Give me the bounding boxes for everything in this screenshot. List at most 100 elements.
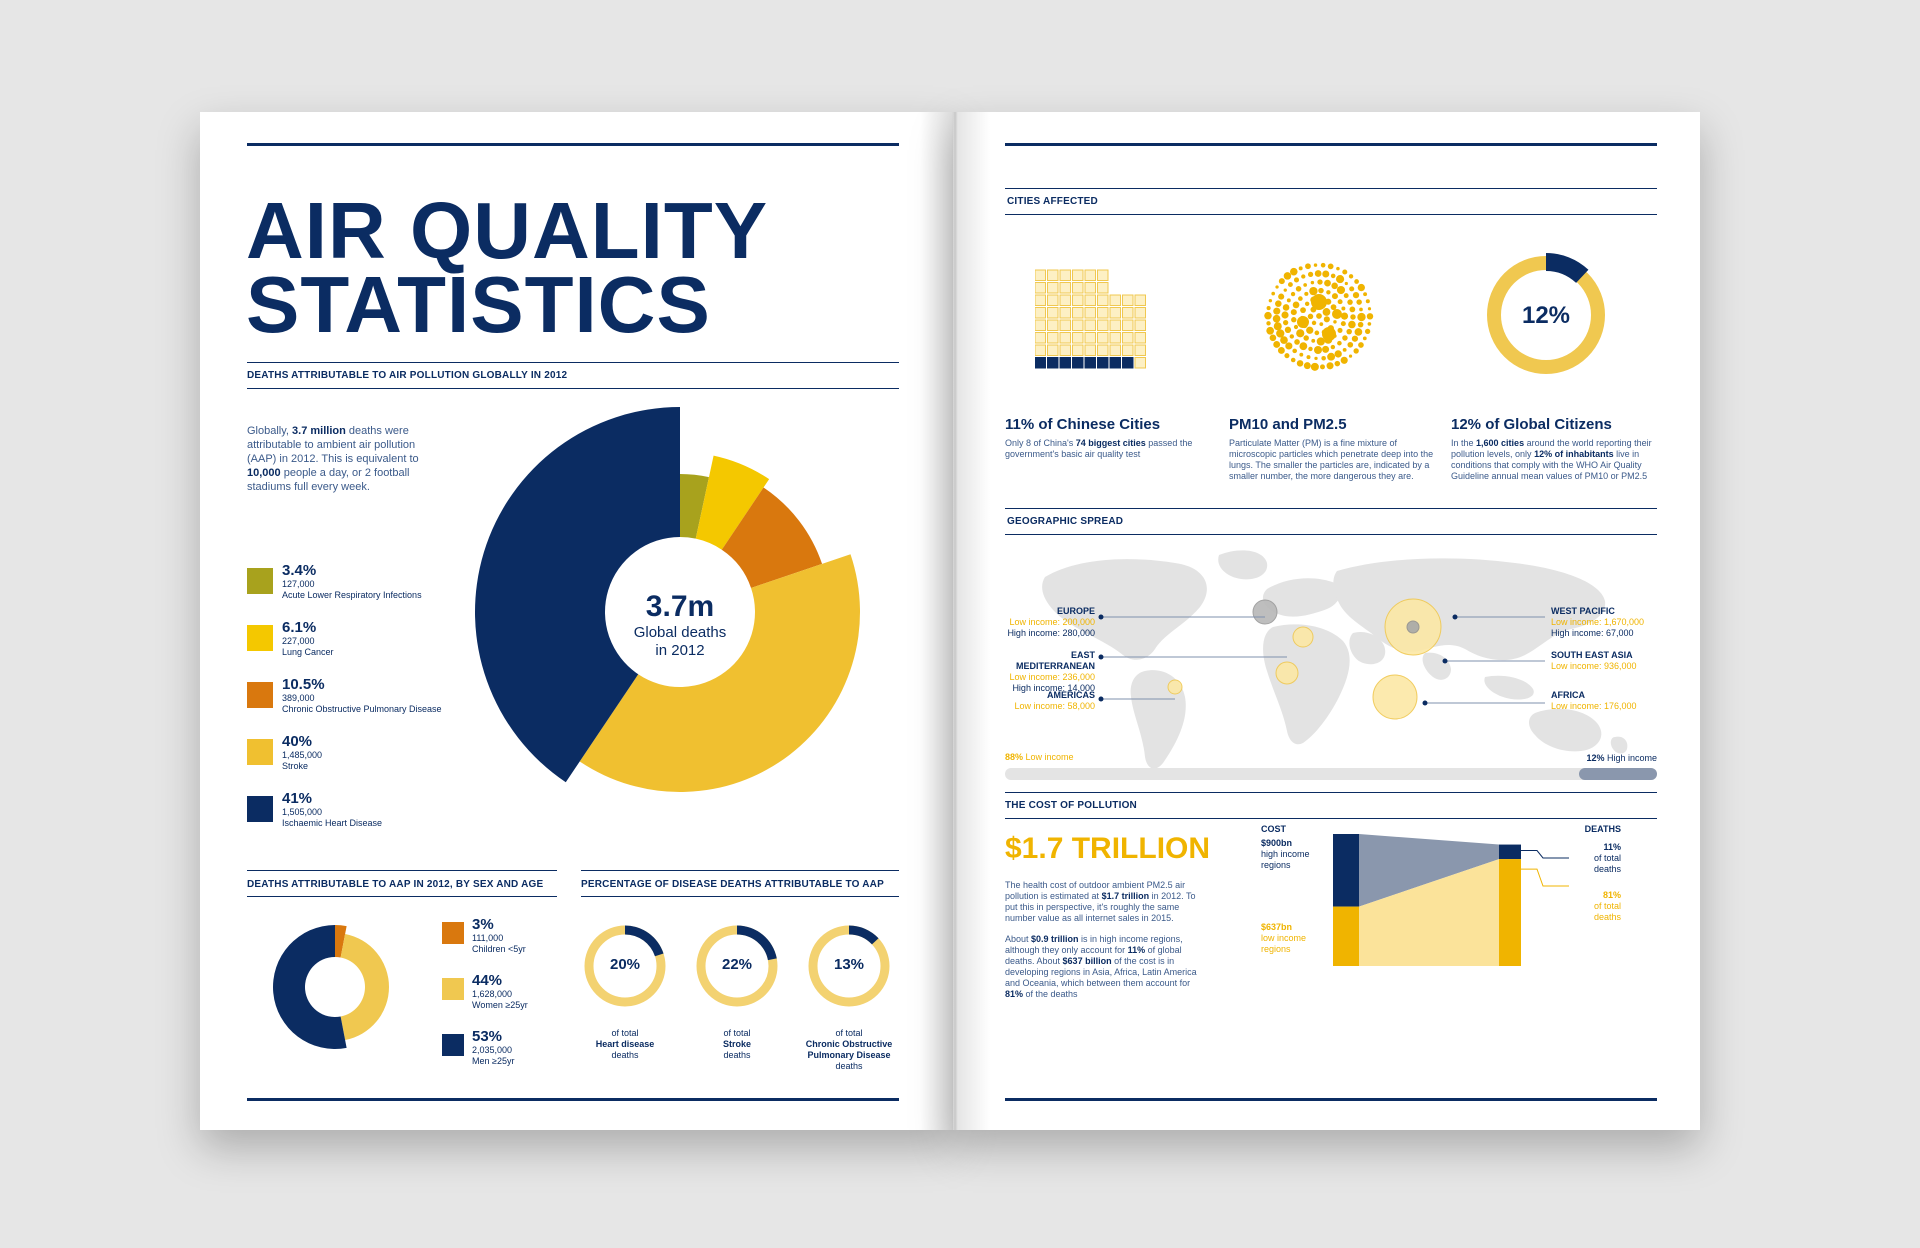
particle-dot: [1340, 321, 1346, 327]
particle-dot: [1351, 335, 1359, 342]
city-cell: [1059, 344, 1071, 356]
particle-dot: [1296, 329, 1305, 338]
particle-dot: [1275, 285, 1279, 289]
chinese-cities-title: 11% of Chinese Cities: [1005, 416, 1161, 433]
particle-dot: [1293, 277, 1300, 283]
city-cell: [1047, 269, 1059, 281]
city-cell: [1134, 332, 1146, 344]
particle-dot: [1326, 290, 1331, 295]
sex-age-donut-chart: [272, 925, 389, 1049]
section-rule: [1005, 534, 1657, 535]
city-cell: [1035, 344, 1046, 356]
city-passed-cell: [1109, 357, 1121, 369]
particle-dot: [1292, 348, 1298, 354]
particle-dot: [1335, 275, 1345, 284]
particle-dot: [1303, 362, 1311, 370]
particle-dot: [1278, 278, 1285, 285]
section-heading-sex-age: DEATHS ATTRIBUTABLE TO AAP IN 2012, BY S…: [247, 879, 544, 890]
particle-dot: [1276, 329, 1285, 338]
region-high-income: High income: 67,000: [1551, 628, 1634, 638]
particle-dot: [1319, 322, 1324, 327]
city-cell: [1134, 294, 1146, 306]
particle-dot: [1331, 293, 1338, 300]
particle-dot: [1357, 321, 1364, 328]
city-cell: [1072, 319, 1084, 331]
disease-ring-caption: of total Heart disease deaths: [569, 1028, 681, 1061]
particle-dot: [1337, 327, 1343, 333]
legend-count: 1,628,000: [472, 989, 513, 999]
connector-dot: [1422, 700, 1428, 706]
section-rule: [1005, 508, 1657, 509]
particle-dot: [1367, 307, 1372, 311]
high-income-deaths-label: 11% of total deaths: [1593, 842, 1621, 874]
legend-count: 227,000: [282, 636, 315, 646]
legend-percent: 3.4%: [282, 562, 317, 579]
top-rule: [247, 143, 899, 146]
income-bar-track: [1005, 768, 1657, 780]
city-cell: [1084, 294, 1096, 306]
particle-dot-large: [1322, 327, 1336, 341]
city-cell: [1059, 269, 1071, 281]
region-low-income: Low income: 176,000: [1551, 701, 1637, 711]
particle-dot: [1367, 322, 1372, 326]
particle-dot: [1281, 311, 1289, 319]
particle-dot: [1346, 328, 1352, 335]
particle-dot: [1266, 306, 1271, 311]
city-cell: [1035, 307, 1046, 319]
global-citizens-title: 12% of Global Citizens: [1451, 416, 1612, 433]
citizens-donut-segment: [1546, 253, 1589, 283]
particle-dot: [1275, 300, 1282, 307]
legend-count: 389,000: [282, 693, 315, 703]
particle-dot: [1311, 338, 1316, 343]
donut-slice-ischaemic-heart-disease: [475, 407, 680, 783]
region-label: AMERICAS Low income: 58,000: [1005, 690, 1095, 712]
section-rule: [1005, 214, 1657, 215]
city-cell: [1122, 319, 1134, 331]
particle-dot: [1333, 320, 1337, 324]
caption-line: Heart disease: [595, 1039, 655, 1049]
particle-dot: [1357, 283, 1365, 292]
city-passed-cell: [1097, 357, 1109, 369]
caption-line: Stroke: [722, 1039, 751, 1049]
particle-dot: [1273, 307, 1281, 315]
city-cell: [1109, 319, 1121, 331]
particle-dot: [1320, 364, 1325, 370]
region-bubble: [1167, 679, 1183, 695]
particle-dot: [1347, 341, 1354, 348]
city-cell: [1047, 332, 1059, 344]
deaths-donut-chart: [475, 407, 861, 793]
particle-dot: [1358, 342, 1364, 348]
particle-dot: [1289, 267, 1298, 276]
particle-dot: [1356, 299, 1362, 305]
cost-axis-label: COST: [1261, 824, 1287, 834]
region-bubble: [1292, 626, 1314, 648]
particle-dot: [1365, 299, 1370, 304]
cost-paragraph-2: About $0.9 trillion is in high income re…: [1005, 934, 1197, 999]
city-cell: [1109, 332, 1121, 344]
city-cell: [1134, 357, 1146, 369]
disease-ring-segment: [737, 925, 777, 961]
section-heading-geo: GEOGRAPHIC SPREAD: [1007, 516, 1124, 527]
particle-dot: [1364, 328, 1371, 334]
city-cell: [1047, 307, 1059, 319]
particle-dot: [1293, 324, 1299, 330]
donut-center-value: 3.7m: [645, 590, 715, 623]
section-heading-deaths-global: DEATHS ATTRIBUTABLE TO AIR POLLUTION GLO…: [247, 370, 568, 381]
particle-dot: [1294, 339, 1300, 345]
particle-dot: [1309, 286, 1318, 296]
city-cell: [1134, 344, 1146, 356]
deaths-axis-label: DEATHS: [1584, 824, 1621, 834]
region-high-income: High income: 14,000: [1012, 683, 1095, 693]
high-income-deaths-bar: [1499, 844, 1521, 860]
particle-dot: [1277, 347, 1285, 354]
city-cell: [1047, 319, 1059, 331]
particle-dot: [1331, 282, 1338, 290]
city-passed-cell: [1059, 357, 1071, 369]
particle-dot: [1330, 273, 1336, 279]
particle-dot: [1269, 334, 1277, 342]
city-cell: [1134, 319, 1146, 331]
particle-dot: [1284, 326, 1292, 334]
region-label: AFRICA Low income: 176,000: [1551, 690, 1661, 712]
city-cell: [1084, 282, 1096, 294]
particle-dot: [1362, 336, 1367, 341]
